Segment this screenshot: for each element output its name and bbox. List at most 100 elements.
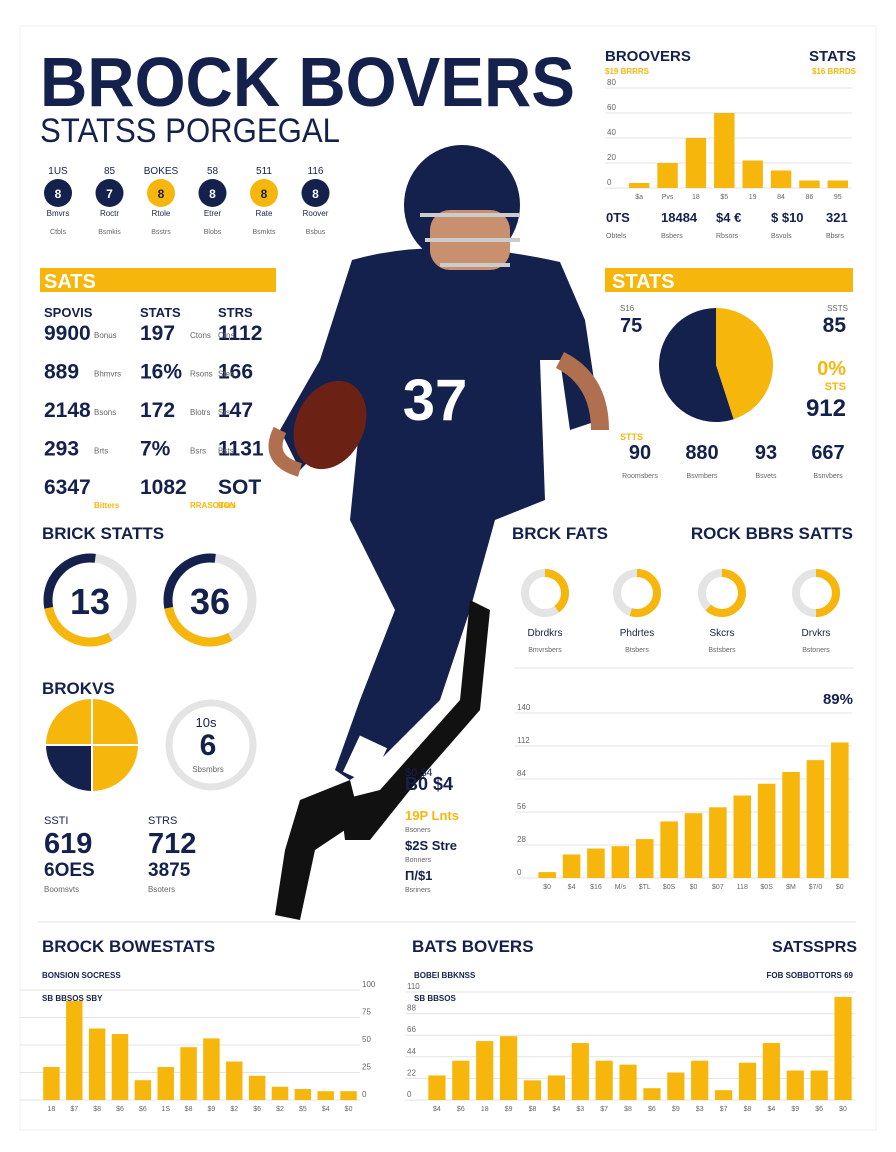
gauge-ring (165, 699, 257, 791)
stat-value: 166 (218, 361, 253, 384)
gauge-value: 6 (200, 729, 217, 762)
y-tick-label: 40 (607, 128, 616, 137)
bar (134, 1080, 152, 1100)
x-tick-label: $8 (93, 1106, 101, 1113)
stat-sub: 3875 (148, 860, 191, 881)
y-tick-label: 66 (407, 1025, 416, 1034)
stat-badge (95, 179, 124, 207)
column-header: STATS (140, 305, 181, 320)
bar (157, 1067, 174, 1100)
stat-note: Bsts (218, 447, 234, 456)
note-value: 19P Lnts (405, 808, 459, 823)
bar (831, 742, 849, 878)
stat-value: 1131 (218, 438, 264, 461)
x-tick-label: 18 (481, 1106, 489, 1113)
bar (180, 1047, 197, 1100)
stat-note: Boomsvts (44, 885, 79, 894)
x-tick-label: $M (786, 884, 796, 891)
stat-value: 1112 (218, 322, 262, 345)
ring-value: 13 (70, 581, 110, 622)
stat-label: 85 (104, 166, 116, 177)
y-tick-label: 56 (517, 802, 526, 811)
x-tick-label: $9 (208, 1106, 216, 1113)
bar (111, 1034, 129, 1100)
note-value: $ $10 (771, 210, 804, 225)
x-tick-label: 118 (737, 884, 748, 891)
stat-note: Srs (218, 408, 230, 417)
x-tick-label: $9 (672, 1106, 680, 1113)
stat-badge (198, 179, 227, 207)
stat-head: STRS (148, 815, 177, 827)
donut-note: Bstoners (802, 647, 830, 654)
bar (547, 1075, 565, 1100)
jersey-number: 37 (403, 368, 468, 433)
stat-value: 1082 (140, 476, 187, 499)
quarter-slice (43, 744, 93, 794)
x-tick-label: $7 (720, 1106, 728, 1113)
y-tick-label: 0 (407, 1090, 412, 1099)
stat-value: SOT (218, 476, 261, 499)
y-tick-label: 60 (607, 103, 616, 112)
pie-label: SSTS (827, 304, 848, 313)
y-tick-label: 84 (517, 769, 526, 778)
stat-value: 16% (140, 361, 182, 384)
x-tick-label: $4 (767, 1106, 775, 1113)
stat-note: Ctons (190, 331, 211, 340)
section-title: BATS BOVERS (412, 937, 534, 956)
x-tick-label: $2 (230, 1106, 238, 1113)
x-tick-label: $4 (433, 1106, 441, 1113)
x-tick-label: $3 (696, 1106, 704, 1113)
x-tick-label: $0S (663, 884, 676, 891)
stat-badge-text: 8 (55, 187, 62, 201)
stat-badge (147, 179, 175, 207)
bar (738, 1062, 757, 1100)
donut-arc (815, 569, 840, 617)
bar (806, 760, 825, 878)
bar (733, 795, 752, 878)
pie-slice (716, 307, 774, 420)
bar (452, 1060, 470, 1100)
note-text: Obtels (606, 233, 627, 240)
row-value: 880 (685, 442, 718, 464)
stat-badge-text: 8 (312, 187, 319, 201)
gauge-note: Sbsmbrs (192, 765, 224, 774)
pie-pct: 0% (817, 358, 846, 380)
header-sub: $16 BRRDS (812, 67, 857, 76)
stat-value: 619 (44, 828, 92, 860)
bar (203, 1038, 220, 1100)
y-tick-label: 80 (607, 78, 616, 87)
stat-value: 9900 (44, 322, 91, 345)
stat-label: 511 (256, 166, 272, 177)
stat-value: 147 (218, 399, 253, 422)
stat-caption: Roctr (100, 209, 119, 218)
y-tick-label: 100 (362, 980, 376, 989)
x-tick-label: 19 (749, 194, 757, 201)
y-tick-label: 0 (517, 868, 522, 877)
y-tick-label: 112 (517, 736, 530, 745)
bar (827, 180, 849, 188)
stat-value: 172 (140, 399, 175, 422)
chart-header: SB BBSOS SBY (42, 994, 103, 1003)
stat-note: Blobs (204, 229, 222, 236)
bar (714, 113, 735, 188)
bar (595, 1060, 613, 1100)
stat-badge-text: 8 (261, 187, 268, 201)
bar (317, 1091, 334, 1100)
x-tick-label: M/s (615, 884, 627, 891)
ring-arc (164, 606, 233, 647)
stat-note: Brts (94, 447, 108, 456)
chart-header: SB BBSOS (414, 994, 456, 1003)
note-value: 321 (826, 210, 848, 225)
bar (770, 170, 792, 188)
bar (271, 1086, 289, 1100)
donut-arc (629, 569, 661, 617)
x-tick-label: $4 (568, 884, 576, 891)
x-tick-label: $0 (543, 884, 551, 891)
y-tick-label: 22 (407, 1068, 416, 1077)
x-tick-label: $4 (322, 1106, 330, 1113)
stat-caption: Etrer (204, 209, 222, 218)
pie-label: S16 (620, 304, 635, 313)
stat-caption: Roover (303, 209, 329, 218)
chart-header: BOBEI BBKNSS (414, 971, 476, 980)
note-text: Bonners (405, 857, 432, 864)
